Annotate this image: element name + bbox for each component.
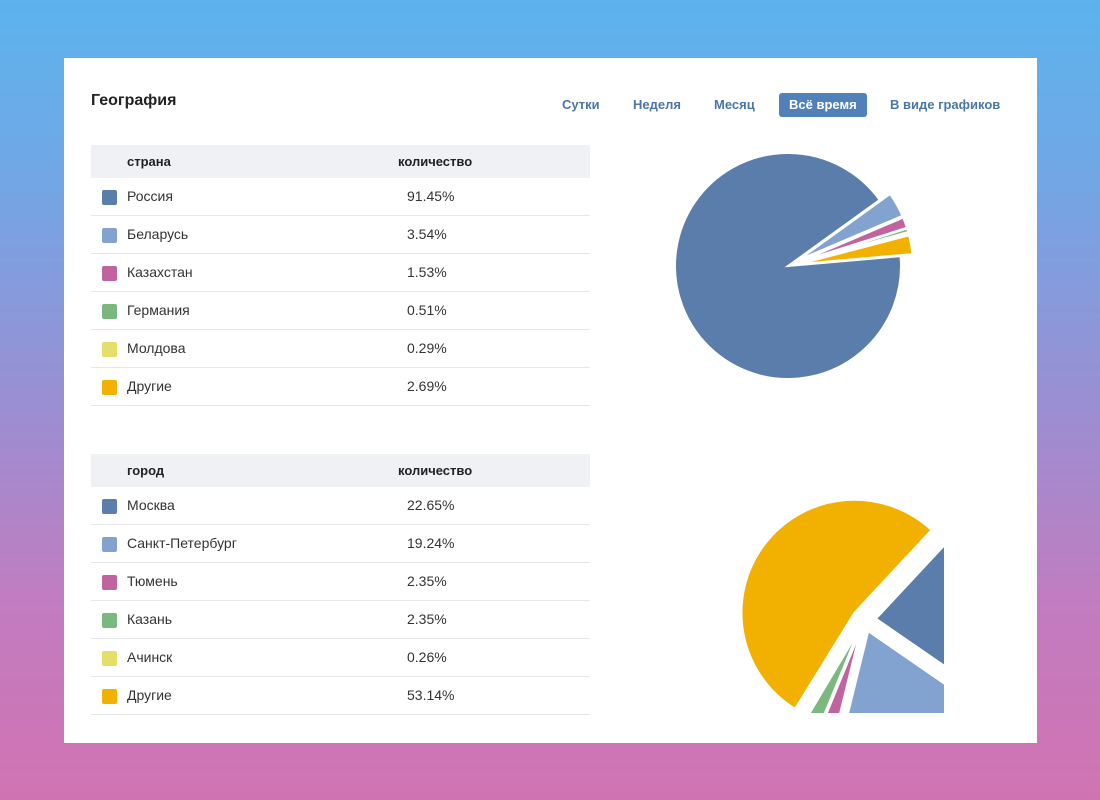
legend-swatch — [102, 304, 117, 319]
row-label: Москва — [127, 497, 175, 513]
legend-swatch — [102, 266, 117, 281]
pie-slice-6 — [740, 498, 933, 711]
legend-swatch — [102, 190, 117, 205]
cities-pie-chart — [740, 498, 944, 713]
column-header-count: количество — [398, 463, 473, 478]
row-label: Тюмень — [127, 573, 178, 589]
row-value: 53.14% — [407, 687, 455, 703]
legend-swatch — [102, 651, 117, 666]
row-label: Другие — [127, 378, 172, 394]
row-label: Германия — [127, 302, 190, 318]
pie-slice-6 — [799, 234, 914, 265]
column-header-country: страна — [127, 154, 171, 169]
period-tabs: Сутки Неделя Месяц Всё время В виде граф… — [64, 93, 1037, 117]
pie-slice-2 — [797, 192, 904, 262]
legend-swatch — [102, 575, 117, 590]
tab-all-time[interactable]: Всё время — [779, 93, 867, 117]
row-value: 2.35% — [407, 573, 447, 589]
page-title: География — [91, 92, 177, 109]
row-value: 91.45% — [407, 188, 455, 204]
table-row: Москва 22.65% — [91, 487, 590, 525]
legend-swatch — [102, 228, 117, 243]
tab-month[interactable]: Месяц — [714, 97, 755, 112]
column-header-count: количество — [398, 154, 473, 169]
row-value: 2.35% — [407, 611, 447, 627]
legend-swatch — [102, 537, 117, 552]
row-value: 3.54% — [407, 226, 447, 242]
table-header: город количество — [91, 454, 590, 487]
row-label: Казахстан — [127, 264, 193, 280]
legend-swatch — [102, 689, 117, 704]
pie-slice-2 — [847, 629, 944, 713]
cities-table: город количество Москва 22.65% Санкт-Пет… — [91, 454, 590, 715]
countries-pie-chart — [674, 152, 914, 380]
table-row: Казахстан 1.53% — [91, 254, 590, 292]
row-label: Ачинск — [127, 649, 173, 665]
pie-slice-3 — [825, 631, 862, 713]
pie-slice-1 — [874, 544, 944, 667]
row-label: Беларусь — [127, 226, 189, 242]
row-value: 0.29% — [407, 340, 447, 356]
pie-slice-1 — [674, 152, 902, 380]
table-row: Казань 2.35% — [91, 601, 590, 639]
pie-slice-5 — [805, 629, 859, 713]
row-label: Россия — [127, 188, 173, 204]
row-value: 19.24% — [407, 535, 455, 551]
pie-slice-5 — [799, 230, 911, 264]
column-header-city: город — [127, 463, 165, 478]
row-label: Другие — [127, 687, 172, 703]
table-header: страна количество — [91, 145, 590, 178]
tab-week[interactable]: Неделя — [633, 97, 681, 112]
row-value: 1.53% — [407, 264, 447, 280]
row-value: 0.26% — [407, 649, 447, 665]
table-row: Германия 0.51% — [91, 292, 590, 330]
table-row: Беларусь 3.54% — [91, 216, 590, 254]
table-row: Россия 91.45% — [91, 178, 590, 216]
tab-day[interactable]: Сутки — [562, 97, 600, 112]
geography-card: География Сутки Неделя Месяц Всё время В… — [64, 58, 1037, 743]
row-label: Казань — [127, 611, 173, 627]
row-label: Санкт-Петербург — [127, 535, 237, 551]
table-row: Тюмень 2.35% — [91, 563, 590, 601]
legend-swatch — [102, 380, 117, 395]
table-row: Ачинск 0.26% — [91, 639, 590, 677]
row-label: Молдова — [127, 340, 186, 356]
legend-swatch — [102, 613, 117, 628]
table-row: Молдова 0.29% — [91, 330, 590, 368]
legend-swatch — [102, 342, 117, 357]
table-row: Другие 2.69% — [91, 368, 590, 406]
row-value: 22.65% — [407, 497, 455, 513]
table-row: Другие 53.14% — [91, 677, 590, 715]
legend-swatch — [102, 499, 117, 514]
tab-graphs-view[interactable]: В виде графиков — [890, 97, 1001, 112]
table-row: Санкт-Петербург 19.24% — [91, 525, 590, 563]
row-value: 2.69% — [407, 378, 447, 394]
row-value: 0.51% — [407, 302, 447, 318]
countries-table: страна количество Россия 91.45% Беларусь… — [91, 145, 590, 406]
